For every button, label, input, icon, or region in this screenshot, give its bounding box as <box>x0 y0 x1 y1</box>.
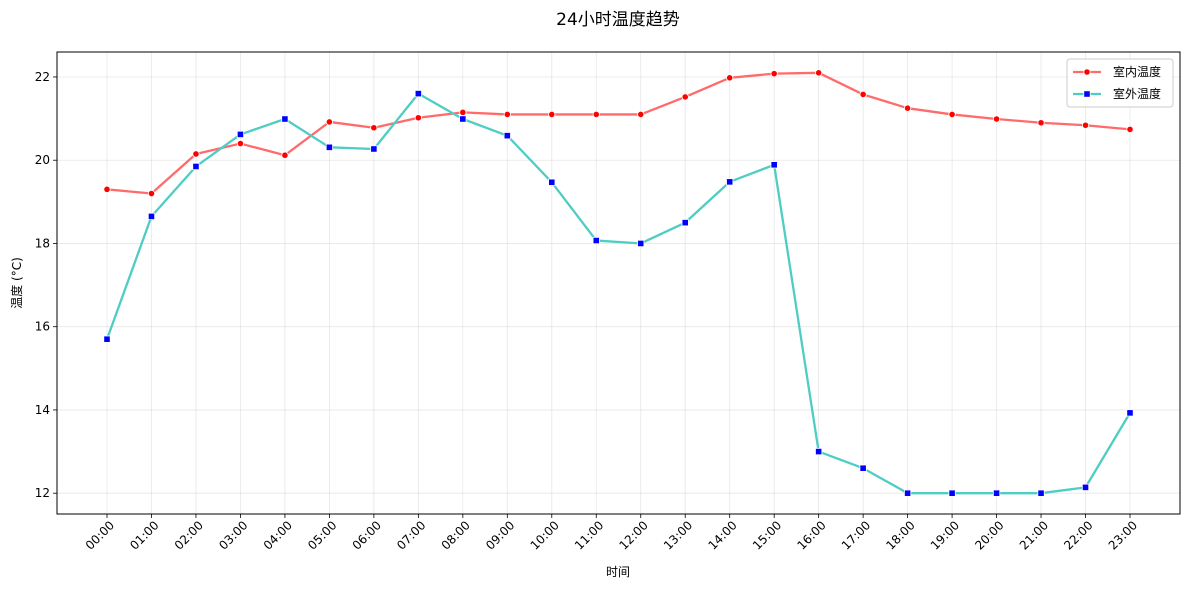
x-tick-label: 09:00 <box>483 518 517 552</box>
data-point <box>992 115 1001 123</box>
data-point <box>503 132 511 140</box>
data-point <box>726 178 734 186</box>
data-point <box>192 162 200 171</box>
data-point <box>948 110 956 119</box>
x-tick-label: 13:00 <box>661 518 695 552</box>
x-tick-label: 19:00 <box>928 518 962 552</box>
y-tick-label: 16 <box>35 320 50 334</box>
data-point <box>414 114 422 122</box>
data-point <box>281 151 289 159</box>
x-tick-label: 11:00 <box>572 518 606 552</box>
data-point <box>236 139 245 148</box>
data-point <box>1037 119 1045 127</box>
data-point <box>770 70 778 78</box>
data-point <box>325 143 333 151</box>
series-line <box>106 71 1131 195</box>
data-point <box>1126 125 1134 134</box>
y-axis: 12 14 16 18 20 22 <box>35 70 57 500</box>
x-axis-title: 时间 <box>606 565 630 579</box>
data-point <box>370 124 378 132</box>
y-tick-label: 18 <box>35 236 50 250</box>
data-point <box>1126 409 1134 417</box>
grid <box>57 52 1180 514</box>
data-point <box>592 236 600 245</box>
x-tick-label: 01:00 <box>127 518 161 552</box>
data-point <box>815 447 823 456</box>
data-point <box>459 115 467 123</box>
x-axis: 00:00 01:00 02:00 03:00 04:00 05:00 06:00 07:00… <box>83 514 1140 553</box>
x-tick-label: 03:00 <box>216 518 250 552</box>
y-tick-label: 20 <box>35 153 50 167</box>
data-point <box>147 189 156 198</box>
x-tick-label: 23:00 <box>1106 518 1140 552</box>
data-point <box>1037 489 1045 497</box>
data-point <box>859 90 867 99</box>
y-tick-label: 12 <box>35 486 50 500</box>
x-tick-label: 04:00 <box>261 518 295 552</box>
data-point <box>904 489 912 497</box>
x-tick-label: 17:00 <box>839 518 873 552</box>
legend-marker <box>1083 90 1091 98</box>
y-tick-label: 22 <box>35 70 50 84</box>
data-point <box>726 74 734 82</box>
series-indoor <box>103 69 1134 198</box>
data-point <box>548 110 556 119</box>
y-axis-title: 温度 (°C) <box>9 257 24 309</box>
legend-item: 室外温度 <box>1073 86 1161 101</box>
data-point <box>815 69 823 77</box>
legend-label: 室内温度 <box>1113 64 1161 79</box>
x-tick-label: 16:00 <box>794 518 828 552</box>
data-point <box>236 130 245 139</box>
x-tick-label: 02:00 <box>172 518 206 552</box>
x-tick-label: 21:00 <box>1017 518 1051 552</box>
data-point <box>147 212 156 221</box>
data-point <box>992 489 1001 497</box>
legend-label: 室外温度 <box>1113 86 1161 101</box>
data-point <box>281 115 289 123</box>
legend-item: 室内温度 <box>1073 64 1161 79</box>
data-point <box>548 178 556 186</box>
x-tick-label: 14:00 <box>705 518 739 552</box>
data-point <box>637 110 645 119</box>
data-point <box>904 104 912 112</box>
series-line <box>105 92 1131 495</box>
data-point <box>637 239 645 248</box>
data-point <box>948 489 956 497</box>
data-point <box>770 161 778 169</box>
series-outdoor <box>103 90 1134 497</box>
plot-frame <box>56 51 1181 515</box>
y-tick-label: 14 <box>35 403 50 417</box>
data-point <box>414 90 422 98</box>
data-point <box>325 118 333 126</box>
chart-title: 24小时温度趋势 <box>556 10 680 30</box>
x-tick-label: 07:00 <box>394 518 428 552</box>
data-point <box>1081 121 1090 129</box>
x-tick-label: 18:00 <box>883 518 917 552</box>
x-tick-label: 10:00 <box>528 518 562 552</box>
x-tick-label: 22:00 <box>1061 518 1095 552</box>
data-point <box>103 185 111 193</box>
x-tick-label: 00:00 <box>83 518 117 552</box>
x-tick-label: 05:00 <box>305 518 339 552</box>
x-tick-label: 08:00 <box>439 518 473 552</box>
data-point <box>503 110 511 119</box>
legend-marker <box>1083 68 1091 76</box>
data-point <box>1081 483 1090 491</box>
x-tick-label: 15:00 <box>750 518 784 552</box>
x-tick-label: 06:00 <box>350 518 384 552</box>
x-tick-label: 20:00 <box>972 518 1006 552</box>
x-tick-label: 12:00 <box>616 518 650 552</box>
data-point <box>592 110 600 119</box>
data-point <box>859 464 867 472</box>
data-point <box>103 335 111 343</box>
data-point <box>192 150 200 158</box>
data-point <box>681 219 689 227</box>
series-layer <box>103 69 1134 497</box>
data-point <box>459 108 467 116</box>
data-point <box>370 145 378 153</box>
data-point <box>681 93 689 101</box>
